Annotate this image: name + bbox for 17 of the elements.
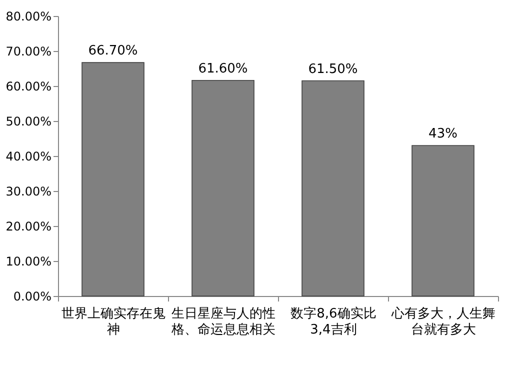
y-tick-label: 50.00% <box>6 114 52 128</box>
x-tick-label: 数字8,6确实比3,4吉利 <box>290 306 376 338</box>
y-tick-label: 70.00% <box>6 44 52 58</box>
data-label: 43% <box>428 126 458 142</box>
y-tick-label: 60.00% <box>6 80 52 94</box>
x-tick-label: 心有多大，人生舞台就有多大 <box>390 306 496 338</box>
data-label: 61.60% <box>198 61 248 76</box>
y-tick-label: 20.00% <box>6 220 52 234</box>
x-tick-label: 世界上确实存在鬼神 <box>62 306 166 338</box>
data-label: 66.70% <box>88 44 138 59</box>
y-tick-label: 30.00% <box>6 184 52 198</box>
y-tick-label: 40.00% <box>6 150 52 164</box>
y-tick-label: 80.00% <box>6 10 52 24</box>
y-tick-label: 0.00% <box>13 290 52 304</box>
x-tick-label: 生日星座与人的性格、命运息息相关 <box>170 306 276 338</box>
data-label: 61.50% <box>308 62 358 77</box>
y-tick-label: 10.00% <box>6 254 52 268</box>
